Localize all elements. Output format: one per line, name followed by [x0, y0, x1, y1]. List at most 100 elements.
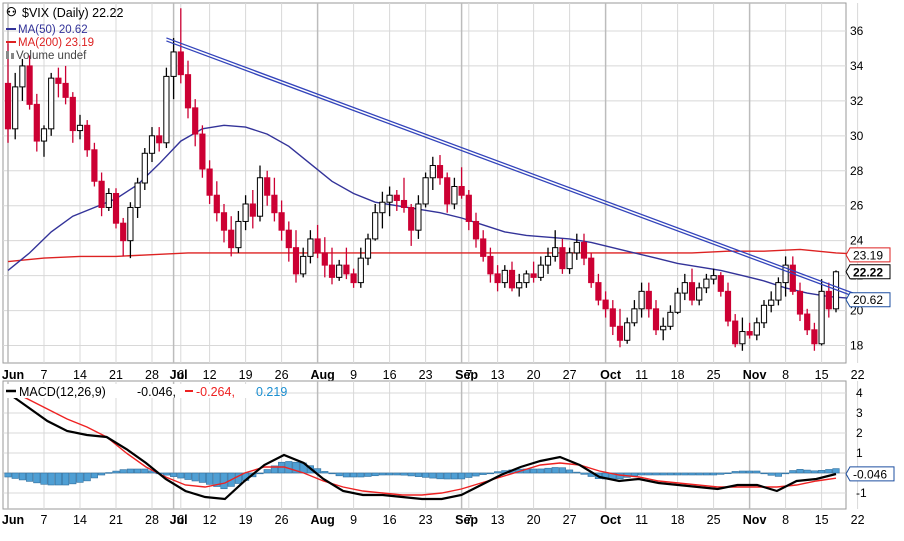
candle-body [631, 308, 638, 324]
candle-body [48, 77, 55, 130]
macd-tick-label: 1 [856, 446, 863, 460]
price-label-text: 23.19 [853, 248, 883, 262]
histogram-bar [112, 470, 120, 474]
price-date-tick-label: 7 [465, 368, 472, 382]
histogram-bar [162, 472, 170, 476]
candle-body [26, 65, 33, 105]
histogram-bar [810, 470, 818, 474]
candle-body [652, 308, 660, 331]
candle-body [458, 185, 465, 196]
histogram-bar [414, 472, 422, 477]
candle-body [307, 238, 314, 257]
candle-body [84, 124, 91, 151]
macd-signal-line [7, 388, 837, 496]
candle-body [300, 255, 307, 275]
candle-body [544, 255, 552, 266]
histogram-bar [69, 472, 77, 485]
histogram-bar [400, 472, 408, 476]
price-label-text: 22.22 [853, 265, 883, 279]
histogram-bar [184, 472, 192, 480]
histogram-bar [472, 472, 480, 477]
histogram-bar [206, 472, 214, 485]
histogram-bar [710, 472, 718, 476]
candle-body [667, 311, 674, 327]
histogram-bar [18, 472, 26, 481]
price-date-tick-label: 20 [527, 368, 541, 382]
candle-body [393, 194, 400, 201]
candle-body [739, 331, 746, 345]
histogram-bar [558, 467, 566, 474]
price-labels: 23.19 22.22 20.62 [845, 247, 891, 308]
macd-tick-label: 3 [856, 406, 863, 420]
candle-body [19, 65, 26, 88]
candle-body [386, 194, 393, 203]
histogram-bar [371, 472, 379, 477]
candle-body [105, 192, 112, 208]
histogram-bar [177, 472, 185, 479]
candle-body [285, 229, 292, 249]
vix-glyph: ⚇ [6, 5, 17, 19]
candle-body [487, 255, 494, 275]
histogram-bar [832, 468, 840, 474]
histogram-bar [681, 472, 689, 476]
candle-body [328, 264, 336, 278]
histogram-bar [393, 472, 401, 476]
histogram-bar [407, 472, 415, 477]
candle-body [199, 133, 206, 170]
candle-body [508, 269, 516, 289]
price-label-text: 20.62 [853, 293, 883, 307]
histogram-bar [573, 471, 581, 474]
histogram-bar [580, 472, 588, 475]
macd-date-tick-label: 6 [177, 513, 184, 527]
candle-body [98, 180, 105, 208]
price-tick-label: 28 [850, 164, 864, 178]
candle-body [530, 273, 537, 278]
macd-date-tick-label: 28 [145, 513, 159, 527]
histogram-bar [796, 469, 804, 474]
histogram-bar [551, 467, 559, 474]
histogram-bar [191, 472, 199, 482]
price-date-tick-label: 21 [109, 368, 123, 382]
macd-date-tick-label: 11 [635, 513, 648, 527]
candle-body [422, 177, 429, 205]
histogram-bar [530, 468, 538, 474]
legend-volume: Volume undef [16, 50, 87, 62]
candle-body [343, 264, 350, 275]
candle-body [220, 212, 228, 231]
price-date-tick-label: 22 [851, 368, 865, 382]
candle-body [825, 290, 832, 310]
histogram-bar [782, 472, 790, 475]
candle-body [76, 124, 84, 132]
candle-body [638, 290, 645, 310]
histogram-bar [486, 472, 494, 475]
legend-volume-bar-2 [11, 53, 14, 59]
candle-body [271, 194, 278, 214]
price-date-tick-label: 27 [563, 368, 577, 382]
candle-body [746, 331, 753, 336]
candle-body [516, 282, 523, 289]
macd-path [7, 392, 837, 501]
histogram-bar [328, 472, 336, 475]
candle-body [789, 264, 796, 292]
candle-body [616, 325, 624, 341]
histogram-bar [213, 472, 221, 487]
price-date-tick-label: 16 [383, 368, 397, 382]
candle-body [696, 287, 703, 301]
histogram-bar [544, 467, 552, 474]
macd-date-tick-label: Jun [2, 513, 24, 527]
macd-value-text: -0.046 [853, 467, 887, 481]
candle-body [249, 203, 256, 217]
histogram-bar [688, 472, 696, 476]
macd-date-tick-label: Nov [743, 513, 767, 527]
histogram-bar [760, 472, 768, 475]
macd-date-tick-label: 20 [527, 513, 541, 527]
histogram-bar [47, 472, 55, 486]
price-label-box [845, 247, 891, 263]
histogram-bar [364, 472, 372, 477]
histogram-bar [450, 472, 458, 480]
histogram-bar [674, 472, 682, 476]
macd-date-tick-label: 7 [41, 513, 48, 527]
price-date-tick-label: 7 [41, 368, 48, 382]
candle-body [645, 290, 652, 310]
price-date-tick-label: 12 [203, 368, 217, 382]
